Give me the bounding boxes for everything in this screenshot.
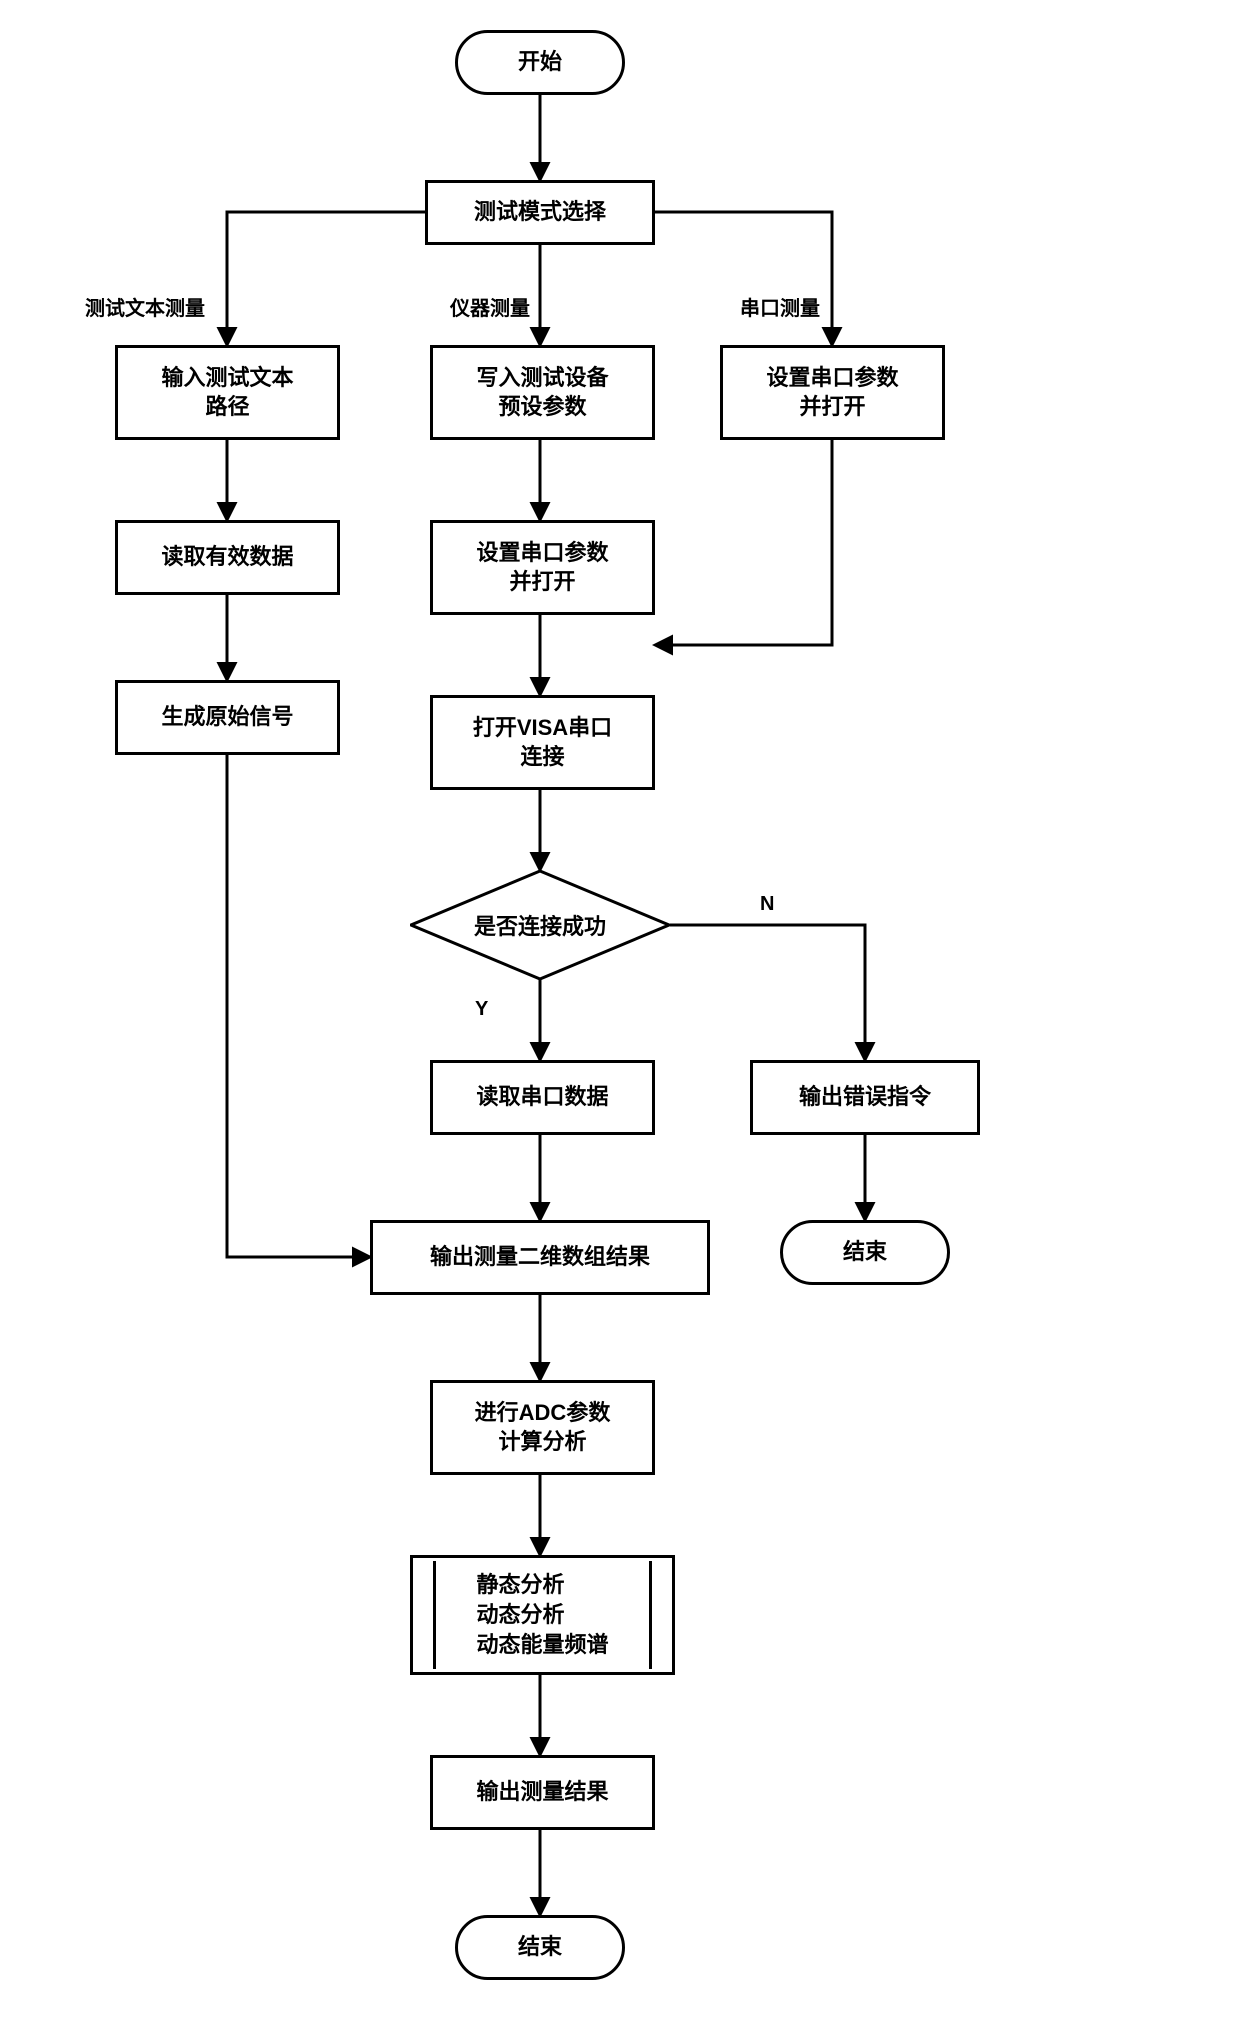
write-dev-node: 写入测试设备预设参数 [430,345,655,440]
start-label: 开始 [518,48,562,77]
open-visa-node: 打开VISA串口连接 [430,695,655,790]
open-visa-label: 打开VISA串口连接 [473,714,612,771]
end-label: 结束 [518,1933,562,1962]
end-err-node: 结束 [780,1220,950,1285]
set-serial2-node: 设置串口参数并打开 [720,345,945,440]
end-node: 结束 [455,1915,625,1980]
read-serial-node: 读取串口数据 [430,1060,655,1135]
read-serial-label: 读取串口数据 [476,1083,608,1112]
branch-instr-meas: 仪器测量 [450,292,530,321]
branch-yes: Y [475,998,488,1021]
read-valid-node: 读取有效数据 [115,520,340,595]
branch-text-meas: 测试文本测量 [85,292,205,321]
input-path-node: 输入测试文本路径 [115,345,340,440]
decision-node: 是否连接成功 [410,870,670,980]
result-out-node: 输出测量结果 [430,1755,655,1830]
start-node: 开始 [455,30,625,95]
adc-calc-node: 进行ADC参数计算分析 [430,1380,655,1475]
mode-select-node: 测试模式选择 [425,180,655,245]
input-path-label: 输入测试文本路径 [161,364,293,421]
end-err-label: 结束 [843,1238,887,1267]
subprocess-node: 静态分析动态分析动态能量频谱 [410,1555,675,1675]
gen-raw-label: 生成原始信号 [161,703,293,732]
branch-serial-meas: 串口测量 [740,292,820,321]
err-out-node: 输出错误指令 [750,1060,980,1135]
set-serial2-label: 设置串口参数并打开 [766,364,898,421]
array-out-label: 输出测量二维数组结果 [430,1243,650,1272]
set-serial1-label: 设置串口参数并打开 [476,539,608,596]
branch-no: N [760,893,774,916]
gen-raw-node: 生成原始信号 [115,680,340,755]
set-serial1-node: 设置串口参数并打开 [430,520,655,615]
array-out-node: 输出测量二维数组结果 [370,1220,710,1295]
adc-calc-label: 进行ADC参数计算分析 [475,1399,611,1456]
write-dev-label: 写入测试设备预设参数 [476,364,608,421]
read-valid-label: 读取有效数据 [161,543,293,572]
decision-label: 是否连接成功 [474,909,606,941]
err-out-label: 输出错误指令 [799,1083,931,1112]
mode-select-label: 测试模式选择 [474,198,606,227]
result-out-label: 输出测量结果 [476,1778,608,1807]
subprocess-label: 静态分析动态分析动态能量频谱 [476,1570,608,1659]
